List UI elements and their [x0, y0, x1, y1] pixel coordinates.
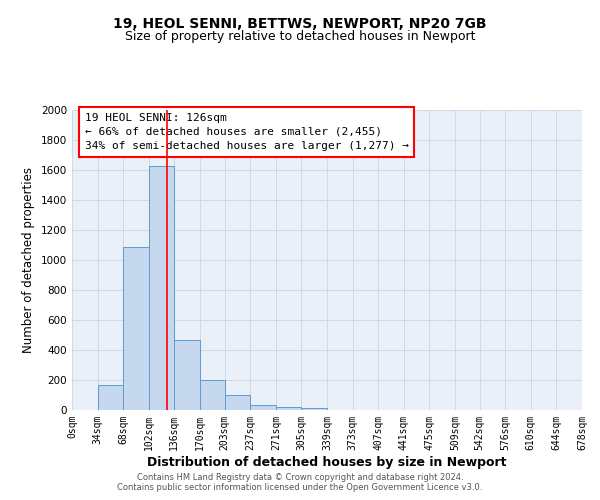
Text: Contains HM Land Registry data © Crown copyright and database right 2024.: Contains HM Land Registry data © Crown c…	[137, 472, 463, 482]
Text: Contains public sector information licensed under the Open Government Licence v3: Contains public sector information licen…	[118, 484, 482, 492]
Bar	[123, 246, 149, 410]
X-axis label: Distribution of detached houses by size in Newport: Distribution of detached houses by size …	[147, 456, 507, 468]
Y-axis label: Number of detached properties: Number of detached properties	[22, 167, 35, 353]
Text: 19, HEOL SENNI, BETTWS, NEWPORT, NP20 7GB: 19, HEOL SENNI, BETTWS, NEWPORT, NP20 7G…	[113, 18, 487, 32]
Bar	[175, 340, 200, 410]
Bar	[98, 385, 123, 410]
Bar	[301, 408, 327, 410]
Bar	[250, 405, 276, 410]
Bar	[149, 166, 175, 410]
Bar	[224, 395, 250, 410]
Text: 19 HEOL SENNI: 126sqm
← 66% of detached houses are smaller (2,455)
34% of semi-d: 19 HEOL SENNI: 126sqm ← 66% of detached …	[85, 113, 409, 151]
Bar	[276, 407, 301, 410]
Text: Size of property relative to detached houses in Newport: Size of property relative to detached ho…	[125, 30, 475, 43]
Bar	[200, 380, 226, 410]
